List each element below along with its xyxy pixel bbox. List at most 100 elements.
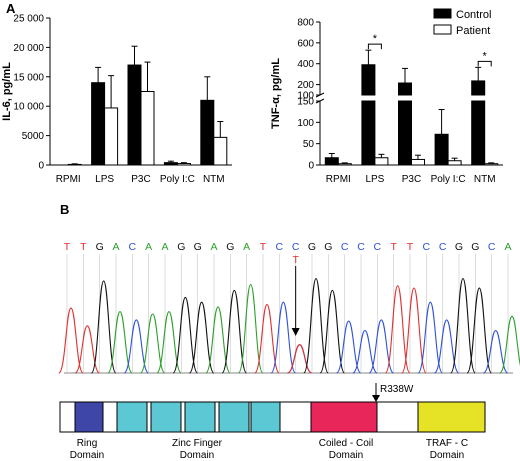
trace-peak <box>303 278 329 374</box>
bar <box>140 91 155 166</box>
chart-legend: Control Patient <box>433 8 491 37</box>
x-tick-label: LPS <box>365 174 384 185</box>
bar <box>104 107 119 166</box>
trace-peak <box>123 319 150 374</box>
base-call-letter: C <box>276 241 284 253</box>
base-call-letter: A <box>243 241 250 253</box>
bar <box>374 157 389 166</box>
bar <box>471 100 486 166</box>
panel-label-b: B <box>60 202 69 217</box>
trace-peak <box>172 296 199 374</box>
legend-label: Patient <box>456 25 490 37</box>
legend-label: Control <box>456 9 491 21</box>
bar <box>361 100 376 166</box>
base-call-letter: G <box>226 241 234 253</box>
base-call-letter: T <box>64 241 71 253</box>
trace-peak <box>335 320 362 374</box>
y-axis-label: IL-6, pg/mL <box>1 62 13 121</box>
base-call-letter: G <box>471 241 479 253</box>
base-call-letter: C <box>374 241 382 253</box>
mutation-arrow-head <box>372 395 380 402</box>
trace-peak <box>237 283 264 374</box>
bar <box>398 82 412 96</box>
zinc-finger-block <box>218 401 250 433</box>
base-call-letter: T <box>80 241 87 253</box>
y-tick-label: 400 <box>297 59 314 70</box>
bar <box>163 162 178 166</box>
variant-arrow-head <box>291 328 300 336</box>
x-tick-label: LPS <box>95 174 114 185</box>
trace-peak <box>107 311 133 374</box>
bar <box>484 163 499 166</box>
y-tick-label: 5000 <box>22 131 45 142</box>
base-call-letter: C <box>341 241 349 253</box>
y-tick-label: 600 <box>297 38 314 49</box>
base-call-letter: T <box>390 241 397 253</box>
trace-peak <box>270 301 297 374</box>
trace-peak <box>90 280 117 374</box>
trace-peak <box>352 329 378 374</box>
zinc-finger-block <box>116 401 148 433</box>
x-tick-label: NTM <box>474 174 496 185</box>
x-tick-label: P3C <box>402 174 421 185</box>
base-call-letter: C <box>357 241 365 253</box>
y-tick-label: 0 <box>308 161 314 172</box>
trace-peak <box>368 319 395 374</box>
ring-domain-block <box>74 401 104 433</box>
bar <box>67 163 82 166</box>
bar <box>200 99 215 166</box>
trace-peak <box>466 287 493 374</box>
base-call-letter: G <box>308 241 316 253</box>
trace-peak <box>156 311 182 374</box>
significance-star: * <box>373 33 378 45</box>
domain-label: Domain <box>430 450 464 461</box>
base-call-letter: C <box>423 241 431 253</box>
coiled-coil-domain-block <box>310 401 378 433</box>
bar <box>127 64 142 166</box>
significance-bracket <box>477 60 492 67</box>
base-call-letter: G <box>96 241 104 253</box>
base-call-letter: C <box>292 241 300 253</box>
trace-peak <box>139 313 166 374</box>
bar <box>411 158 425 166</box>
panel-label-a: A <box>6 1 16 16</box>
x-tick-label: RPMI <box>326 174 351 185</box>
significance-bracket <box>367 43 382 50</box>
base-call-letter: C <box>129 241 137 253</box>
base-call-letter: G <box>177 241 185 253</box>
y-axis-label: TNF-α, pg/mL <box>270 58 282 129</box>
y-tick-label: 20 000 <box>13 43 44 54</box>
base-call-letter: A <box>145 241 152 253</box>
bar <box>447 160 462 166</box>
base-call-letter: A <box>161 241 168 253</box>
trace-peak <box>499 315 520 374</box>
legend-swatch <box>433 8 452 19</box>
bar <box>398 100 412 166</box>
y-tick-label: 0 <box>38 161 44 172</box>
zinc-finger-block <box>150 401 182 433</box>
significance-star: * <box>483 50 488 62</box>
base-call-letter: C <box>488 241 496 253</box>
trace-peak <box>188 301 215 374</box>
x-tick-label: NTM <box>203 174 225 185</box>
trace-peak <box>205 306 231 374</box>
domain-label: Domain <box>180 450 214 461</box>
base-call-letter: T <box>260 241 267 253</box>
base-call-letter: T <box>407 241 414 253</box>
traf-c-domain-block <box>417 401 486 433</box>
bar <box>361 64 376 96</box>
zinc-finger-block <box>250 401 281 433</box>
y-tick-label: 100 <box>297 118 314 129</box>
domain-label: Ring <box>77 438 98 449</box>
variant-base-call: T <box>292 254 299 266</box>
x-tick-label: RPMI <box>56 174 81 185</box>
domain-label: Domain <box>70 450 104 461</box>
base-call-letter: A <box>504 241 511 253</box>
legend-swatch <box>433 24 452 35</box>
bar <box>324 157 339 166</box>
y-tick-label: 50 <box>303 139 315 150</box>
bar <box>471 80 486 96</box>
